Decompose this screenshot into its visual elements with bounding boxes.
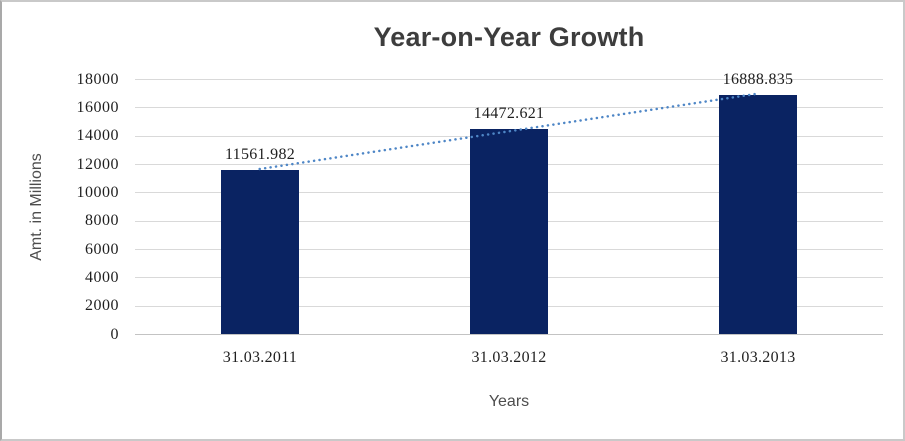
y-tick-label: 8000 bbox=[85, 212, 119, 230]
x-axis-tick-labels: 31.03.2011 31.03.2012 31.03.2013 bbox=[135, 349, 883, 371]
trendline-dotted-line bbox=[258, 92, 760, 171]
x-tick-label: 31.03.2012 bbox=[471, 349, 547, 366]
x-tick-label: 31.03.2011 bbox=[222, 349, 298, 366]
y-tick-label: 6000 bbox=[85, 240, 119, 258]
y-tick-label: 0 bbox=[110, 325, 119, 343]
gridline bbox=[135, 79, 883, 80]
chart-title: Year-on-Year Growth bbox=[373, 22, 645, 52]
x-axis-title: Years bbox=[488, 393, 530, 410]
data-label: 16888.835 bbox=[722, 71, 794, 88]
trendline bbox=[258, 92, 760, 171]
y-axis-tick-labels: 0 2000 4000 6000 8000 10000 12000 14000 16000 180… bbox=[2, 2, 119, 439]
gridline bbox=[135, 107, 883, 108]
y-tick-label: 10000 bbox=[76, 183, 119, 201]
y-tick-label: 14000 bbox=[76, 127, 119, 145]
x-axis-line bbox=[135, 334, 883, 335]
y-tick-label: 2000 bbox=[85, 297, 119, 315]
data-label: 11561.982 bbox=[224, 146, 296, 163]
y-tick-label: 12000 bbox=[76, 155, 119, 173]
bar-31.03.2011 bbox=[221, 170, 299, 334]
bar-31.03.2013 bbox=[719, 95, 797, 334]
bar-31.03.2012 bbox=[470, 129, 548, 334]
data-label: 14472.621 bbox=[473, 105, 545, 122]
x-tick-label: 31.03.2013 bbox=[720, 349, 796, 366]
y-tick-label: 4000 bbox=[85, 268, 119, 286]
plot-area: 11561.982 14472.621 16888.835 bbox=[135, 71, 883, 335]
y-tick-label: 16000 bbox=[76, 98, 119, 116]
y-tick-label: 18000 bbox=[76, 70, 119, 88]
